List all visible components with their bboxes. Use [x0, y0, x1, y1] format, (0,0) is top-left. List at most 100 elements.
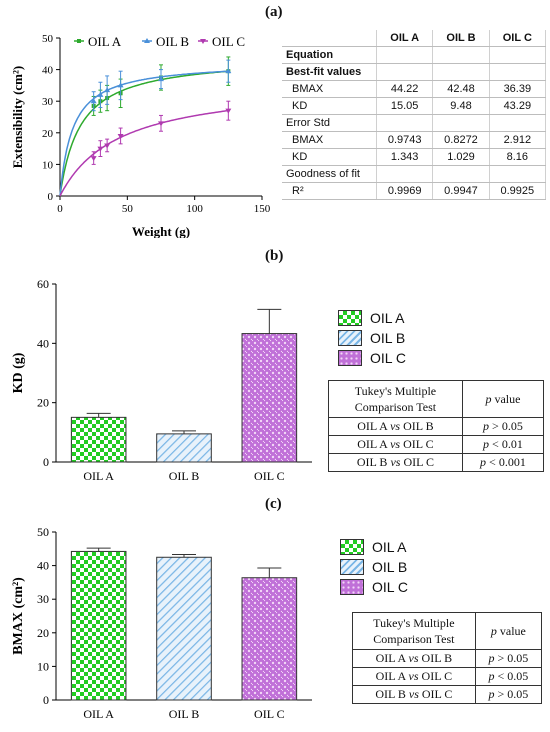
x-tick-label: OIL B — [169, 707, 200, 721]
tukey-p-symbol: p — [488, 669, 495, 683]
y-tick-label: 20 — [37, 626, 49, 640]
fit-table-header-cell: OIL C — [489, 30, 547, 47]
data-point — [104, 87, 111, 93]
fit-table-cell: 1.343 — [376, 148, 434, 166]
fit-table-cell: 2.912 — [489, 131, 547, 149]
data-point — [97, 91, 104, 97]
y-tick-label: 10 — [37, 659, 49, 673]
x-tick-label: OIL B — [169, 469, 200, 483]
fit-table-row: Goodness of fit — [282, 165, 547, 183]
extensibility-scatter-chart: 0 10 20 30 40 50 0 50 100 150 Weight (g) Extensibil… — [10, 33, 271, 238]
panel-label-c: (c) — [265, 496, 282, 512]
bar-1 — [70, 416, 127, 463]
legend-item-1: OIL A — [340, 539, 407, 555]
tukey-header-line-1: Tukey's Multiple — [373, 616, 455, 630]
y-tick-label: 60 — [37, 277, 49, 291]
fit-table-cell — [376, 46, 434, 64]
tukey-comparison: OIL A vs OIL B — [328, 417, 463, 436]
tukey-group-a: OIL B — [356, 455, 388, 469]
tukey-group-a: OIL A — [375, 669, 406, 683]
tukey-table-c: Tukey's Multiple Comparison Test p value OI… — [352, 612, 543, 704]
tukey-comparison: OIL A vs OIL C — [352, 667, 476, 686]
legend-label-2: OIL B — [156, 34, 189, 49]
fit-table-header-cell — [282, 30, 377, 47]
legend-item-3: OIL C — [340, 579, 408, 595]
tukey-p-compare: < 0.01 — [492, 437, 523, 451]
fit-table-cell: 0.9743 — [376, 131, 434, 149]
x-tick-label: 50 — [122, 203, 134, 215]
tukey-comparison: OIL B vs OIL C — [352, 685, 476, 704]
y-tick-label: 50 — [37, 525, 49, 539]
x-tick-label: OIL A — [83, 707, 114, 721]
tukey-group-b: OIL B — [421, 651, 453, 665]
tukey-group-b: OIL C — [403, 437, 434, 451]
fit-curve-3 — [59, 109, 229, 197]
tukey-p-symbol: p — [485, 392, 492, 406]
tukey-vs: vs — [390, 437, 401, 451]
y-tick-label: 0 — [48, 191, 54, 203]
fit-table-cell: 15.05 — [376, 97, 434, 115]
tukey-p-cell: p > 0.05 — [474, 685, 543, 704]
fit-table-cell — [489, 165, 547, 183]
tukey-row: OIL A vs OIL C p < 0.01 — [328, 435, 545, 454]
bmax-bar-chart: 0 10 20 30 40 50 BMAX (cm²) OIL A OIL B OIL C — [11, 525, 312, 721]
legend-label: OIL B — [370, 330, 406, 346]
fit-table-header-row: OIL A OIL B OIL C — [282, 30, 547, 47]
fit-table-cell — [489, 63, 547, 81]
legend-marker — [77, 39, 81, 43]
tukey-header-title: Tukey's Multiple Comparison Test — [328, 380, 463, 418]
fit-table-row-label: Best-fit values — [282, 63, 377, 81]
fit-table-row-label: KD — [282, 148, 377, 166]
tukey-group-a: OIL A — [357, 437, 388, 451]
fit-table-row-label: Error Std — [282, 114, 377, 132]
fit-table-cell — [432, 114, 490, 132]
tukey-p-symbol: p — [488, 651, 495, 665]
fit-table-row: Equation — [282, 46, 547, 64]
fit-table-cell: 42.48 — [432, 80, 490, 98]
y-axis-label: Extensibility (cm²) — [10, 66, 25, 168]
data-point — [158, 76, 164, 82]
fit-parameters-table: OIL A OIL B OIL C Equation Best-fit values BM… — [282, 30, 547, 200]
fit-table-cell: 0.8272 — [432, 131, 490, 149]
tukey-p-symbol: p — [488, 687, 495, 701]
bar-1 — [70, 550, 127, 701]
data-point — [104, 143, 111, 149]
data-point — [225, 68, 232, 74]
fit-table-cell: 0.9925 — [489, 182, 547, 200]
fit-table-cell: 9.48 — [432, 97, 490, 115]
fit-table-row-label: Equation — [282, 46, 377, 64]
bar-3 — [241, 333, 298, 463]
legend-label: OIL C — [372, 579, 409, 595]
y-axis-label: KD (g) — [11, 352, 26, 393]
tukey-vs: vs — [390, 455, 401, 469]
legend-label-1: OIL A — [88, 34, 122, 49]
tukey-p-compare: > 0.05 — [492, 419, 523, 433]
fit-table-cell — [376, 63, 434, 81]
fit-table-cell: 36.39 — [489, 80, 547, 98]
tukey-p-cell: p > 0.05 — [474, 649, 543, 668]
tukey-header-p-value: p value — [474, 612, 543, 650]
tukey-p-cell: p < 0.01 — [461, 435, 545, 454]
fit-table-cell: 43.29 — [489, 97, 547, 115]
y-tick-label: 0 — [43, 455, 49, 469]
fit-table-cell — [376, 114, 434, 132]
tukey-group-b: OIL C — [403, 455, 434, 469]
x-tick-label: 0 — [57, 203, 63, 215]
tukey-header-row: Tukey's Multiple Comparison Test p value — [352, 612, 543, 650]
tukey-header-p-value: p value — [461, 380, 545, 418]
bar-2 — [156, 433, 212, 463]
tukey-p-symbol: p — [483, 419, 490, 433]
data-point — [225, 108, 232, 114]
fit-table-header-cell: OIL B — [432, 30, 490, 47]
data-point — [158, 121, 164, 127]
fit-table-cell — [432, 63, 490, 81]
y-tick-label: 10 — [42, 159, 54, 171]
legend-marker — [144, 38, 150, 43]
bar-2 — [156, 556, 212, 701]
fit-table-cell: 0.9947 — [432, 182, 490, 200]
legend-label: OIL A — [370, 310, 405, 326]
legend-swatch — [340, 539, 364, 555]
legend-item-2: OIL B — [340, 559, 407, 575]
